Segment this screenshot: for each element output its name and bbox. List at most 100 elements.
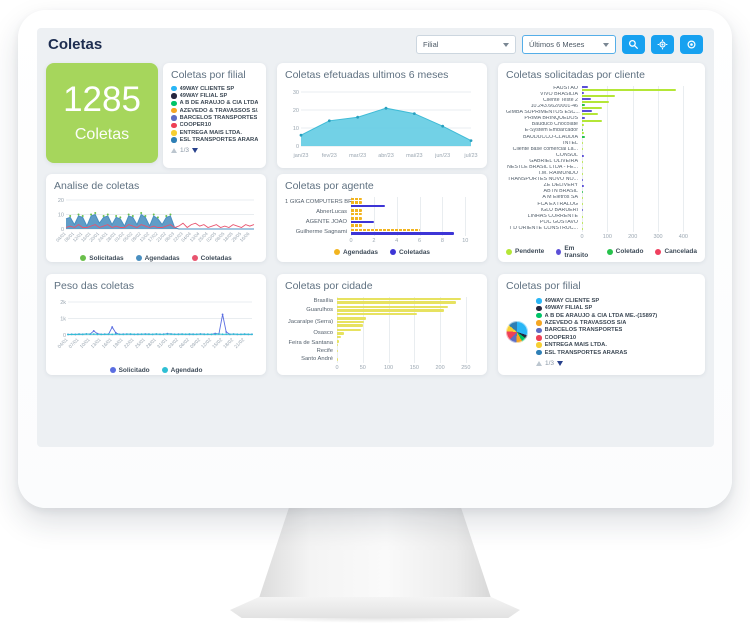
- period-select[interactable]: Últimos 6 Meses: [522, 35, 616, 54]
- bar-chart-container: Brasília Guarulhos Jacaraípe (Serra) Osasco…: [285, 296, 479, 374]
- bar: [582, 178, 583, 181]
- bar: [582, 148, 583, 151]
- bar-group: [582, 142, 691, 145]
- svg-text:jan/23: jan/23: [293, 153, 309, 159]
- bar-row-label: FCA EXTRALOG: [537, 201, 578, 207]
- legend-item: Solicitadas: [80, 255, 124, 262]
- bar: [582, 124, 585, 127]
- chevron-down-icon: [603, 42, 609, 47]
- panel-coletas-por-filial-pie: Coletas por filial 49WAY CLIENTE SP 49WAY…: [498, 274, 705, 375]
- panel-coletas-por-cidade: Coletas por cidade Brasília Guarulhos Jaca…: [277, 274, 487, 375]
- legend-item: 49WAY FILIAL SP: [536, 305, 657, 311]
- filial-select[interactable]: Filial: [416, 35, 516, 54]
- bar-group: [337, 328, 471, 339]
- bar-row-label: BAUDUCCO-CLAUDIA: [522, 134, 578, 140]
- bar-row: Bauduco Chocolate: [506, 122, 697, 128]
- bar: [337, 335, 342, 339]
- page-down-icon[interactable]: [557, 360, 564, 366]
- svg-text:16/06: 16/06: [239, 230, 251, 242]
- kpi-value: 1285: [63, 80, 141, 119]
- bar-group: [582, 116, 691, 122]
- bar-row-label: Guarulhos: [306, 307, 333, 314]
- bar-row-label: E-System Embarcador: [524, 128, 578, 134]
- monitor-stand-neck: [259, 500, 491, 598]
- bar: [582, 209, 583, 212]
- gridline: [465, 296, 467, 364]
- gridline: [373, 196, 375, 236]
- bar-group: [582, 197, 691, 200]
- bar-row: Cliente base comercial La...: [506, 146, 697, 152]
- bar: [351, 201, 363, 204]
- color-dot-icon: [536, 320, 542, 326]
- x-tick-label: 50: [359, 365, 366, 372]
- gridline: [582, 85, 583, 232]
- panel-title: Coletas solicitadas por cliente: [506, 70, 645, 81]
- legend-item: Coletadas: [389, 249, 430, 256]
- bar-group: [582, 136, 691, 139]
- page-down-icon[interactable]: [192, 148, 199, 154]
- svg-text:13/01: 13/01: [90, 336, 103, 349]
- svg-text:17/02: 17/02: [147, 230, 159, 242]
- x-axis: 0 2 4 6 8 10: [349, 237, 471, 246]
- bar-group: [582, 178, 691, 181]
- bar-group: [582, 104, 691, 110]
- panel-title: Coletas por filial: [506, 281, 581, 292]
- svg-text:28/01: 28/01: [105, 230, 117, 242]
- bar: [582, 89, 676, 92]
- svg-text:19/01: 19/01: [112, 336, 125, 349]
- dashboard-header: Coletas Filial Últimos 6 Meses: [37, 28, 714, 61]
- x-tick-label: 250: [461, 365, 471, 372]
- pie-and-legend: 49WAY CLIENTE SP 49WAY FILIAL SP A B DE AR…: [506, 297, 697, 367]
- filial-label: ENTREGA MAIS LTDA.: [179, 129, 242, 136]
- filial-label: BARCELOS TRANSPORTES: [544, 327, 623, 334]
- svg-text:1k: 1k: [60, 316, 66, 322]
- monitor-frame: Coletas Filial Últimos 6 Meses: [18, 10, 732, 508]
- legend-dot-icon: [333, 249, 340, 256]
- bar-group: [582, 185, 691, 188]
- bar-group: [337, 349, 471, 353]
- x-axis: 0 100 200 300 400: [580, 233, 691, 242]
- record-button[interactable]: [680, 35, 703, 54]
- page-up-icon[interactable]: [536, 360, 542, 366]
- bar-row: NESTLE BRASIL LTDA - FE...: [506, 165, 697, 171]
- svg-text:29/05: 29/05: [231, 230, 243, 242]
- color-dot-icon: [536, 305, 542, 312]
- panel-title: Coletas por cidade: [285, 281, 373, 292]
- bar-row-label: Feira de Santana: [288, 340, 333, 347]
- svg-text:05/02: 05/02: [122, 230, 134, 242]
- x-tick-label: 100: [602, 233, 612, 240]
- bar-row-label: VIVO BRASILIA: [540, 91, 578, 97]
- panel-title: Coletas por filial: [171, 70, 246, 81]
- color-dot-icon: [171, 115, 177, 121]
- svg-text:13/02: 13/02: [139, 230, 151, 242]
- bar-row: POC GUSTAVO: [506, 220, 697, 226]
- gear-icon: [657, 39, 668, 50]
- legend-item: ENTREGA MAIS LTDA.: [536, 342, 657, 348]
- legend-item: COOPER10: [536, 335, 657, 341]
- bar: [582, 191, 583, 194]
- circle-dot-icon: [687, 40, 696, 49]
- bar-group: [582, 203, 691, 206]
- legend-item: Cancelada: [655, 248, 697, 255]
- bar: [351, 217, 363, 220]
- page-up-icon[interactable]: [171, 148, 177, 154]
- filial-label: 49WAY FILIAL SP: [179, 92, 228, 99]
- bar-group: [582, 227, 691, 230]
- svg-text:mar/23: mar/23: [349, 153, 366, 159]
- period-select-value: Últimos 6 Meses: [529, 40, 585, 49]
- bar: [582, 113, 598, 116]
- settings-button[interactable]: [651, 35, 674, 54]
- panel-title: Analise de coletas: [54, 181, 140, 192]
- bar-row-label: GIMBA SUPRIMENTOS ESC...: [506, 110, 580, 116]
- bar: [582, 203, 583, 206]
- legend-item: COOPER10: [171, 122, 258, 128]
- bar-row: BAUDUCCO-CLAUDIA: [506, 134, 697, 140]
- legend-item: A B DE ARAUJO & CIA LTDA ME.-(15897): [536, 313, 657, 319]
- panel-title: Peso das coletas: [54, 281, 134, 292]
- search-button[interactable]: [622, 35, 645, 54]
- filial-label: 49WAY CLIENTE SP: [179, 85, 235, 92]
- bar-row: Cliente Teste 2: [506, 98, 697, 104]
- bar-group: [337, 317, 471, 327]
- legend-dot-icon: [135, 255, 142, 261]
- legend-dot-icon: [161, 367, 168, 373]
